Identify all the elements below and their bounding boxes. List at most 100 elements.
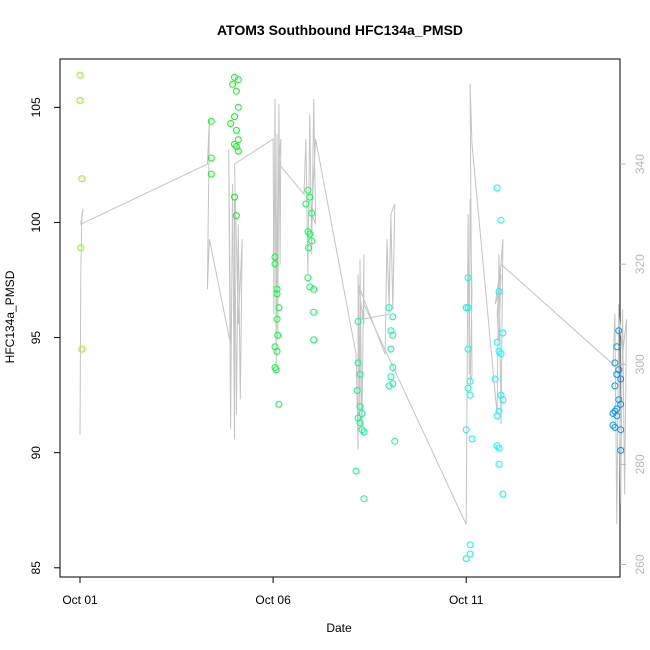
data-point (234, 147, 242, 155)
data-point (385, 304, 393, 312)
data-point (462, 426, 470, 434)
data-point (464, 345, 472, 353)
chart-title: ATOM3 Southbound HFC134a_PMSD (217, 22, 463, 38)
data-point (495, 407, 503, 415)
data-point (356, 419, 364, 427)
data-point (358, 410, 366, 417)
data-point (495, 460, 503, 468)
data-point (271, 343, 279, 351)
y2-tick-label: 340 (633, 154, 647, 174)
y2-tick-label: 260 (633, 554, 647, 574)
data-point (493, 412, 501, 420)
x-tick-label: Oct 01 (62, 593, 98, 607)
data-point (275, 304, 283, 312)
data-point (232, 143, 240, 150)
x-tick-label: Oct 06 (255, 593, 291, 607)
data-point (304, 186, 312, 194)
data-point (617, 446, 625, 454)
secondary-line (79, 83, 627, 525)
data-point (272, 366, 280, 374)
data-points (76, 71, 625, 563)
data-point (499, 396, 507, 404)
data-point (271, 253, 279, 261)
y-tick-label: 100 (29, 212, 43, 232)
data-point (231, 140, 238, 148)
data-point (389, 380, 397, 388)
data-point (617, 375, 625, 383)
data-point (389, 364, 397, 371)
data-point (464, 384, 472, 392)
data-point (234, 136, 242, 144)
data-point (387, 345, 395, 353)
data-point (310, 308, 318, 316)
data-point (491, 375, 499, 383)
data-point (232, 126, 240, 134)
data-point (356, 370, 364, 378)
data-point (275, 400, 283, 408)
data-point (497, 216, 505, 224)
y2-tick-label: 320 (633, 254, 647, 274)
data-point (306, 193, 314, 201)
data-point (354, 318, 362, 325)
data-point (234, 76, 242, 84)
data-point (353, 387, 361, 394)
data-point (308, 209, 316, 217)
data-point (274, 331, 282, 339)
data-point (462, 304, 470, 312)
data-point (613, 405, 621, 413)
data-point (389, 331, 397, 339)
data-point (234, 103, 242, 111)
data-point (273, 290, 281, 298)
data-point (617, 426, 625, 434)
data-point (611, 407, 619, 415)
data-point (613, 343, 621, 351)
x-tick-label: Oct 11 (449, 593, 484, 607)
data-point (495, 288, 503, 295)
data-point (613, 370, 621, 378)
data-point (356, 403, 364, 411)
data-point (310, 336, 318, 344)
data-point (497, 350, 505, 358)
y-tick-label: 105 (29, 97, 43, 117)
data-point (615, 366, 623, 374)
data-point (493, 184, 501, 192)
data-point (273, 285, 281, 293)
data-point (273, 315, 281, 323)
data-point (78, 345, 86, 353)
data-point (354, 359, 362, 367)
data-point (389, 313, 397, 321)
y-tick-label: 90 (29, 446, 43, 460)
data-point (302, 200, 310, 208)
data-point (615, 396, 623, 404)
data-point (273, 347, 281, 355)
data-point (391, 437, 399, 445)
data-point (609, 421, 617, 429)
axes: 85 90 95 100 105 260 280 300 320 340 Oct 01 Oct 06 O… (29, 97, 647, 607)
y-axis-label: HFC134a_PMSD (3, 270, 17, 363)
data-point (387, 327, 395, 335)
data-point (229, 80, 237, 88)
data-point (468, 435, 476, 443)
data-point (495, 444, 503, 452)
data-point (207, 170, 215, 178)
data-point (499, 490, 507, 498)
data-point (304, 274, 312, 282)
y-tick-label: 85 (29, 561, 43, 575)
y-tick-label: 95 (29, 331, 43, 345)
y2-tick-label: 300 (633, 354, 647, 374)
data-point (466, 550, 474, 558)
data-point (611, 423, 619, 431)
data-point (358, 426, 366, 434)
data-point (271, 260, 279, 268)
data-point (304, 228, 312, 236)
data-point (227, 120, 235, 127)
data-point (231, 73, 238, 81)
data-point (305, 244, 313, 252)
data-point (76, 71, 84, 79)
data-point (609, 410, 617, 417)
data-point (76, 96, 84, 104)
data-point (611, 359, 619, 367)
data-point (611, 382, 619, 390)
data-point (495, 347, 503, 355)
